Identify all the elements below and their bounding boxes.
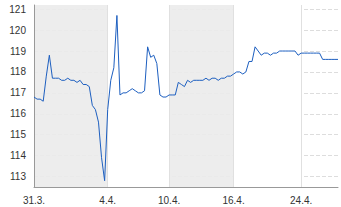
svg-text:115: 115 <box>10 129 26 140</box>
svg-text:117: 117 <box>10 87 26 98</box>
svg-text:114: 114 <box>10 150 26 161</box>
svg-text:24.4.: 24.4. <box>290 195 312 206</box>
svg-text:120: 120 <box>9 25 26 36</box>
svg-text:113: 113 <box>10 171 26 182</box>
svg-text:119: 119 <box>10 46 26 57</box>
svg-text:16.4.: 16.4. <box>222 195 244 206</box>
svg-text:10.4.: 10.4. <box>158 195 180 206</box>
svg-text:4.4.: 4.4. <box>99 195 116 206</box>
svg-text:121: 121 <box>9 4 26 15</box>
svg-text:116: 116 <box>10 108 26 119</box>
svg-text:118: 118 <box>10 66 26 77</box>
svg-text:31.3.: 31.3. <box>23 195 45 206</box>
